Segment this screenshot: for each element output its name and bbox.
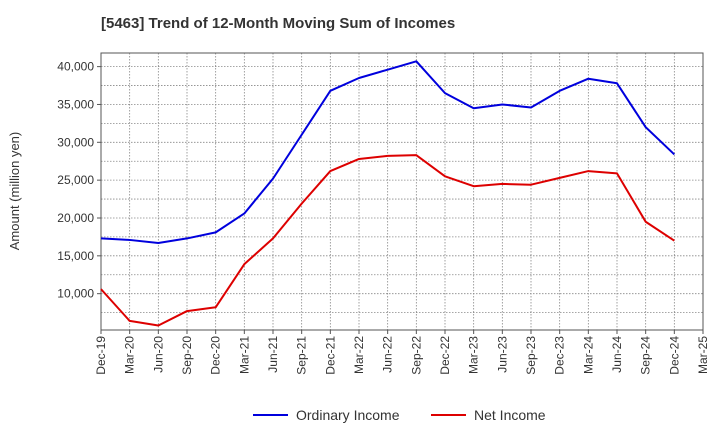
x-tick-label: Mar-23 <box>467 336 481 374</box>
grid-layer <box>100 53 704 330</box>
label-layer: 10,000 15,000 20,000 25,000 30,000 35,000 40,0… <box>57 60 710 375</box>
net-income-line <box>100 154 675 327</box>
y-axis-label: Amount (million yen) <box>7 132 22 251</box>
x-tick-label: Sep-21 <box>295 336 309 375</box>
x-tick-label: Mar-24 <box>581 336 595 374</box>
x-tick-label: Jun-22 <box>381 336 395 373</box>
x-tick-label: Dec-22 <box>438 336 452 375</box>
x-tick-label: Sep-22 <box>409 336 423 375</box>
axis-layer <box>97 52 704 334</box>
x-tick-label: Mar-21 <box>237 336 251 374</box>
y-tick-label: 25,000 <box>57 173 94 187</box>
plot-frame <box>100 52 704 331</box>
y-tick-label: 30,000 <box>57 135 94 149</box>
x-tick-label: Jun-21 <box>266 336 280 373</box>
net-income-legend-label: Net Income <box>474 407 546 423</box>
x-tick-label: Dec-20 <box>209 336 223 375</box>
y-tick-label: 20,000 <box>57 211 94 225</box>
x-tick-label: Dec-23 <box>553 336 567 375</box>
x-tick-label: Jun-24 <box>610 336 624 373</box>
ordinary-income-legend-label: Ordinary Income <box>296 407 400 423</box>
x-tick-label: Dec-19 <box>94 336 108 375</box>
legend: Ordinary Income Net Income <box>253 407 546 423</box>
x-tick-label: Mar-22 <box>352 336 366 374</box>
x-tick-label: Sep-20 <box>180 336 194 375</box>
y-tick-label: 10,000 <box>57 287 94 301</box>
ordinary-income-line <box>100 60 676 244</box>
chart-title: [5463] Trend of 12-Month Moving Sum of I… <box>101 15 456 32</box>
series-layer <box>100 60 676 327</box>
x-tick-label: Mar-20 <box>123 336 137 374</box>
x-tick-label: Mar-25 <box>696 336 710 374</box>
y-tick-label: 35,000 <box>57 97 94 111</box>
x-tick-label: Jun-20 <box>151 336 165 373</box>
y-tick-label: 15,000 <box>57 249 94 263</box>
x-tick-label: Sep-24 <box>639 336 653 375</box>
y-tick-label: 40,000 <box>57 60 94 74</box>
x-tick-label: Sep-23 <box>524 336 538 375</box>
x-tick-label: Jun-23 <box>495 336 509 373</box>
x-tick-label: Dec-21 <box>323 336 337 375</box>
x-tick-label: Dec-24 <box>667 336 681 375</box>
